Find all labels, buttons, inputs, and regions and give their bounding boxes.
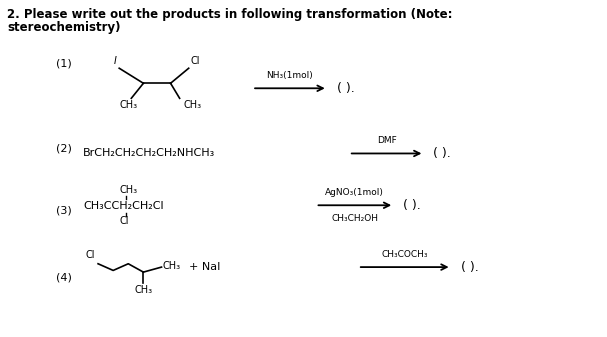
Text: stereochemistry): stereochemistry) — [7, 22, 121, 34]
Text: ( ).: ( ). — [403, 199, 421, 212]
Text: CH₃COCH₃: CH₃COCH₃ — [381, 250, 428, 259]
Text: (3): (3) — [56, 205, 72, 215]
Text: CH₃: CH₃ — [184, 100, 202, 110]
Text: (4): (4) — [56, 272, 72, 282]
Text: BrCH₂CH₂CH₂CH₂NHCH₃: BrCH₂CH₂CH₂CH₂NHCH₃ — [83, 149, 215, 158]
Text: AgNO₃(1mol): AgNO₃(1mol) — [325, 188, 384, 197]
Text: Cl: Cl — [119, 216, 129, 226]
Text: CH₃CH₂OH: CH₃CH₂OH — [331, 214, 378, 223]
Text: CH₃: CH₃ — [134, 285, 152, 296]
Text: CH₃: CH₃ — [119, 100, 137, 110]
Text: Cl: Cl — [191, 56, 200, 66]
Text: (1): (1) — [56, 58, 72, 68]
Text: I: I — [114, 56, 116, 66]
Text: ( ).: ( ). — [337, 82, 354, 95]
Text: 2. Please write out the products in following transformation (Note:: 2. Please write out the products in foll… — [7, 8, 453, 21]
Text: Cl: Cl — [86, 250, 95, 261]
Text: + NaI: + NaI — [189, 262, 220, 272]
Text: (2): (2) — [56, 144, 72, 153]
Text: CH₃: CH₃ — [119, 185, 137, 195]
Text: ( ).: ( ). — [461, 261, 478, 274]
Text: NH₃(1mol): NH₃(1mol) — [266, 71, 313, 80]
Text: DMF: DMF — [377, 136, 396, 145]
Text: CH₃CCH₂CH₂Cl: CH₃CCH₂CH₂Cl — [83, 201, 163, 211]
Text: ( ).: ( ). — [433, 147, 451, 160]
Text: CH₃: CH₃ — [163, 261, 181, 271]
